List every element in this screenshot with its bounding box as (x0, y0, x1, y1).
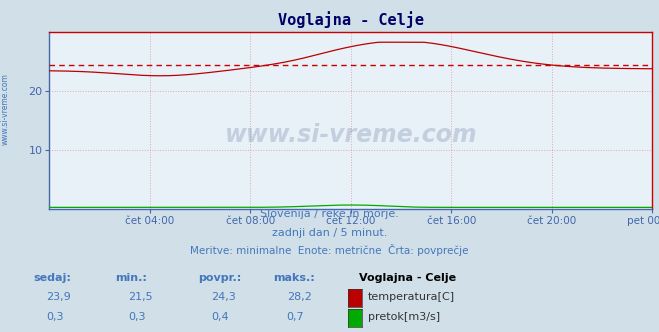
Text: zadnji dan / 5 minut.: zadnji dan / 5 minut. (272, 228, 387, 238)
Text: 0,4: 0,4 (211, 312, 229, 322)
Text: 21,5: 21,5 (129, 292, 153, 302)
Title: Voglajna - Celje: Voglajna - Celje (278, 11, 424, 28)
Text: sedaj:: sedaj: (33, 273, 71, 283)
Text: www.si-vreme.com: www.si-vreme.com (1, 74, 10, 145)
Text: Voglajna - Celje: Voglajna - Celje (359, 273, 456, 283)
Text: temperatura[C]: temperatura[C] (368, 292, 455, 302)
Text: Meritve: minimalne  Enote: metrične  Črta: povprečje: Meritve: minimalne Enote: metrične Črta:… (190, 244, 469, 256)
Text: min.:: min.: (115, 273, 147, 283)
Text: 0,3: 0,3 (46, 312, 64, 322)
Text: 0,3: 0,3 (129, 312, 146, 322)
Text: 28,2: 28,2 (287, 292, 312, 302)
Text: 24,3: 24,3 (211, 292, 236, 302)
Text: pretok[m3/s]: pretok[m3/s] (368, 312, 440, 322)
Text: 0,7: 0,7 (287, 312, 304, 322)
Text: www.si-vreme.com: www.si-vreme.com (225, 123, 477, 146)
Text: 23,9: 23,9 (46, 292, 71, 302)
Text: povpr.:: povpr.: (198, 273, 241, 283)
Text: maks.:: maks.: (273, 273, 315, 283)
Text: Slovenija / reke in morje.: Slovenija / reke in morje. (260, 209, 399, 219)
